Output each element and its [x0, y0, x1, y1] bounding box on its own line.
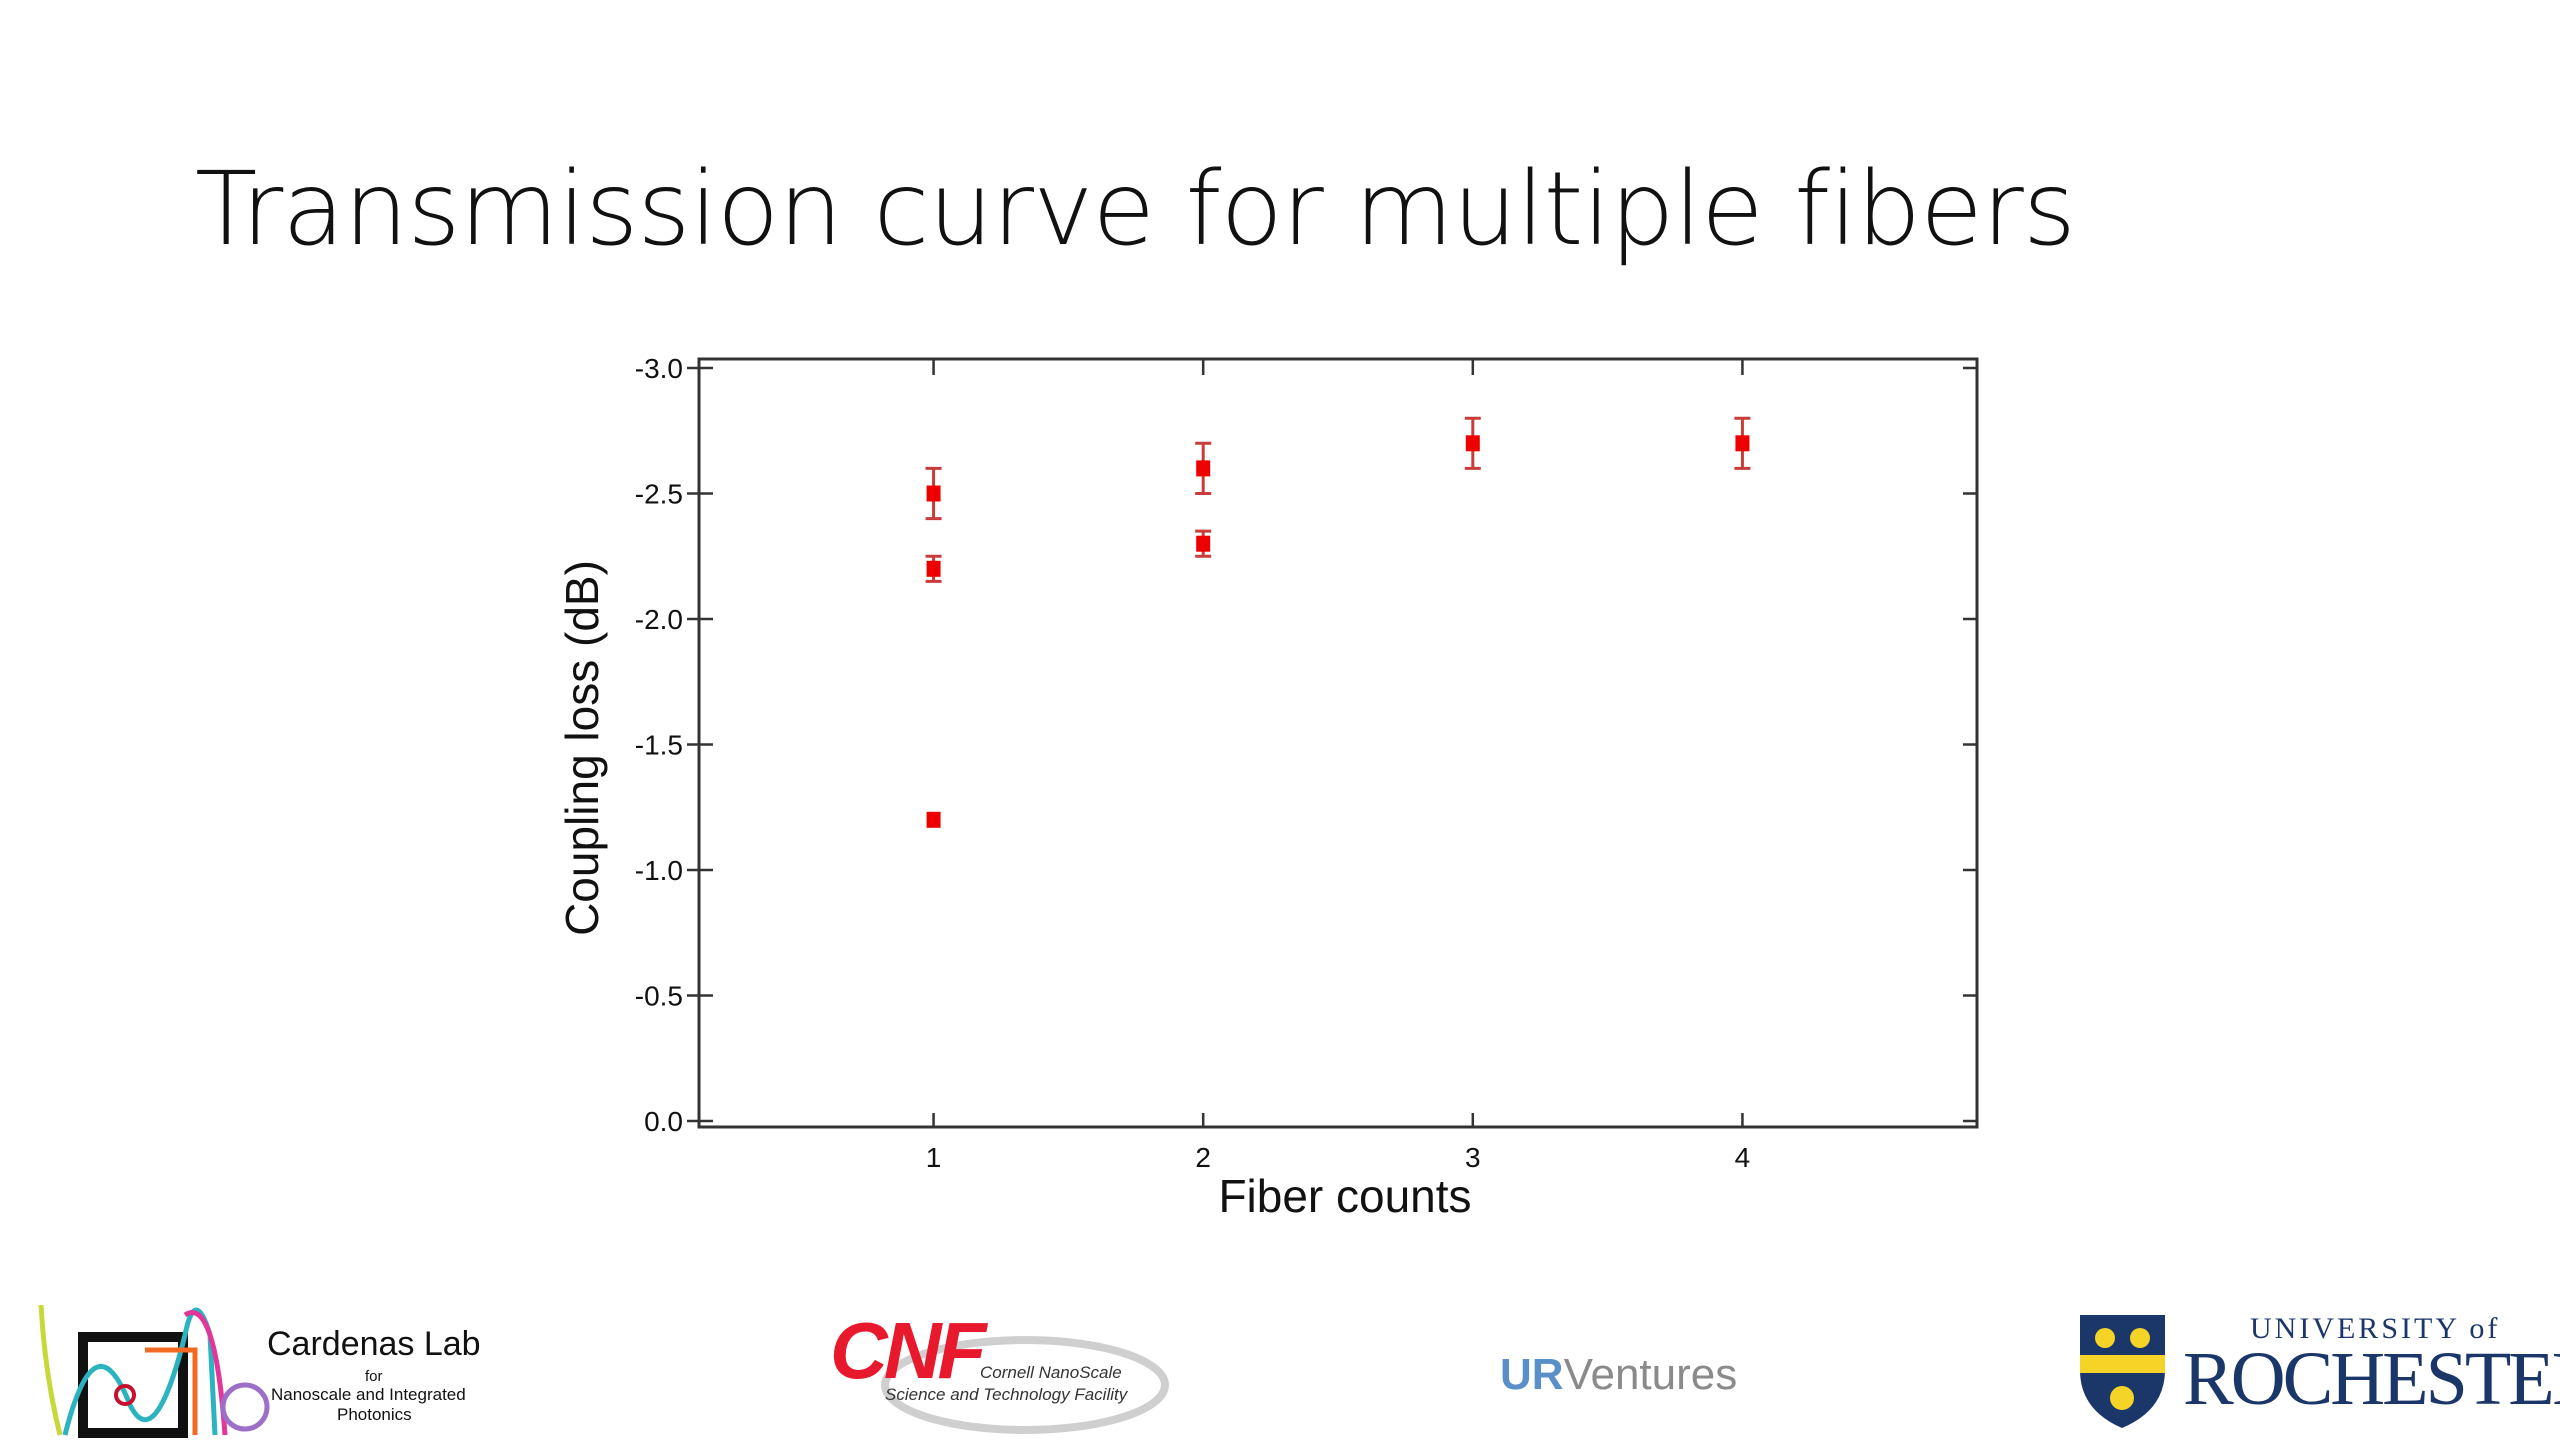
cardenas-lab-logo: Cardenas Lab for Nanoscale and Integrate…	[35, 1295, 495, 1445]
urventures-ur: UR	[1500, 1350, 1564, 1399]
x-tick-label: 3	[1465, 1142, 1481, 1173]
cardenas-lab-line3: Photonics	[337, 1405, 412, 1424]
x-tick-label: 1	[926, 1142, 942, 1173]
cardenas-lab-logo-mark	[38, 1304, 270, 1438]
cardenas-lab-name: Cardenas Lab	[267, 1325, 481, 1363]
cnf-line2: Science and Technology Facility	[885, 1385, 1128, 1404]
data-point	[1735, 435, 1750, 452]
cnf-swoosh	[881, 1336, 1169, 1434]
plot-frame	[697, 357, 1979, 1129]
cnf-letters: CNF	[830, 1306, 986, 1395]
y-tick-label: -0.5	[635, 981, 683, 1012]
cnf-line1: Cornell NanoScale	[980, 1363, 1122, 1382]
x-tick-label: 2	[1195, 1142, 1211, 1173]
data-point	[926, 485, 941, 502]
data-point	[1465, 435, 1480, 452]
university-of-rochester-logo: UNIVERSITY of ROCHESTER	[2075, 1310, 2560, 1435]
rochester-line2: ROCHESTER	[2183, 1337, 2560, 1421]
data-point	[926, 560, 941, 577]
y-tick-label: -2.5	[635, 479, 683, 510]
y-tick-label: -1.0	[635, 855, 683, 886]
data-point	[926, 811, 941, 828]
urventures-logo: URVentures	[1500, 1350, 1737, 1400]
data-point	[1196, 535, 1211, 552]
cnf-logo: CNF Cornell NanoScale Science and Techno…	[825, 1305, 1170, 1435]
urventures-ventures: Ventures	[1563, 1350, 1738, 1399]
y-tick-label: -2.0	[635, 604, 683, 635]
cardenas-lab-line2: Nanoscale and Integrated	[271, 1385, 466, 1404]
y-tick-label: -3.0	[635, 353, 683, 384]
data-point	[1196, 460, 1211, 477]
chart-marks	[925, 416, 1751, 828]
x-tick-label: 4	[1735, 1142, 1751, 1173]
y-tick-label: 0.0	[644, 1106, 683, 1137]
y-tick-label: -1.5	[635, 730, 683, 761]
slide-title: Transmission curve for multiple fibers	[195, 150, 2076, 269]
y-axis-label: Coupling loss (dB)	[556, 560, 608, 936]
cardenas-lab-line1: for	[365, 1368, 383, 1385]
chart-axes: -3.0 -2.5 -2.0 -1.5 -1.0 -0.5 0.0 1 2 3 4	[635, 353, 1979, 1173]
x-axis-label: Fiber counts	[1218, 1170, 1471, 1222]
rochester-line1: UNIVERSITY of	[2250, 1312, 2501, 1345]
rochester-shield-icon	[2080, 1315, 2165, 1428]
